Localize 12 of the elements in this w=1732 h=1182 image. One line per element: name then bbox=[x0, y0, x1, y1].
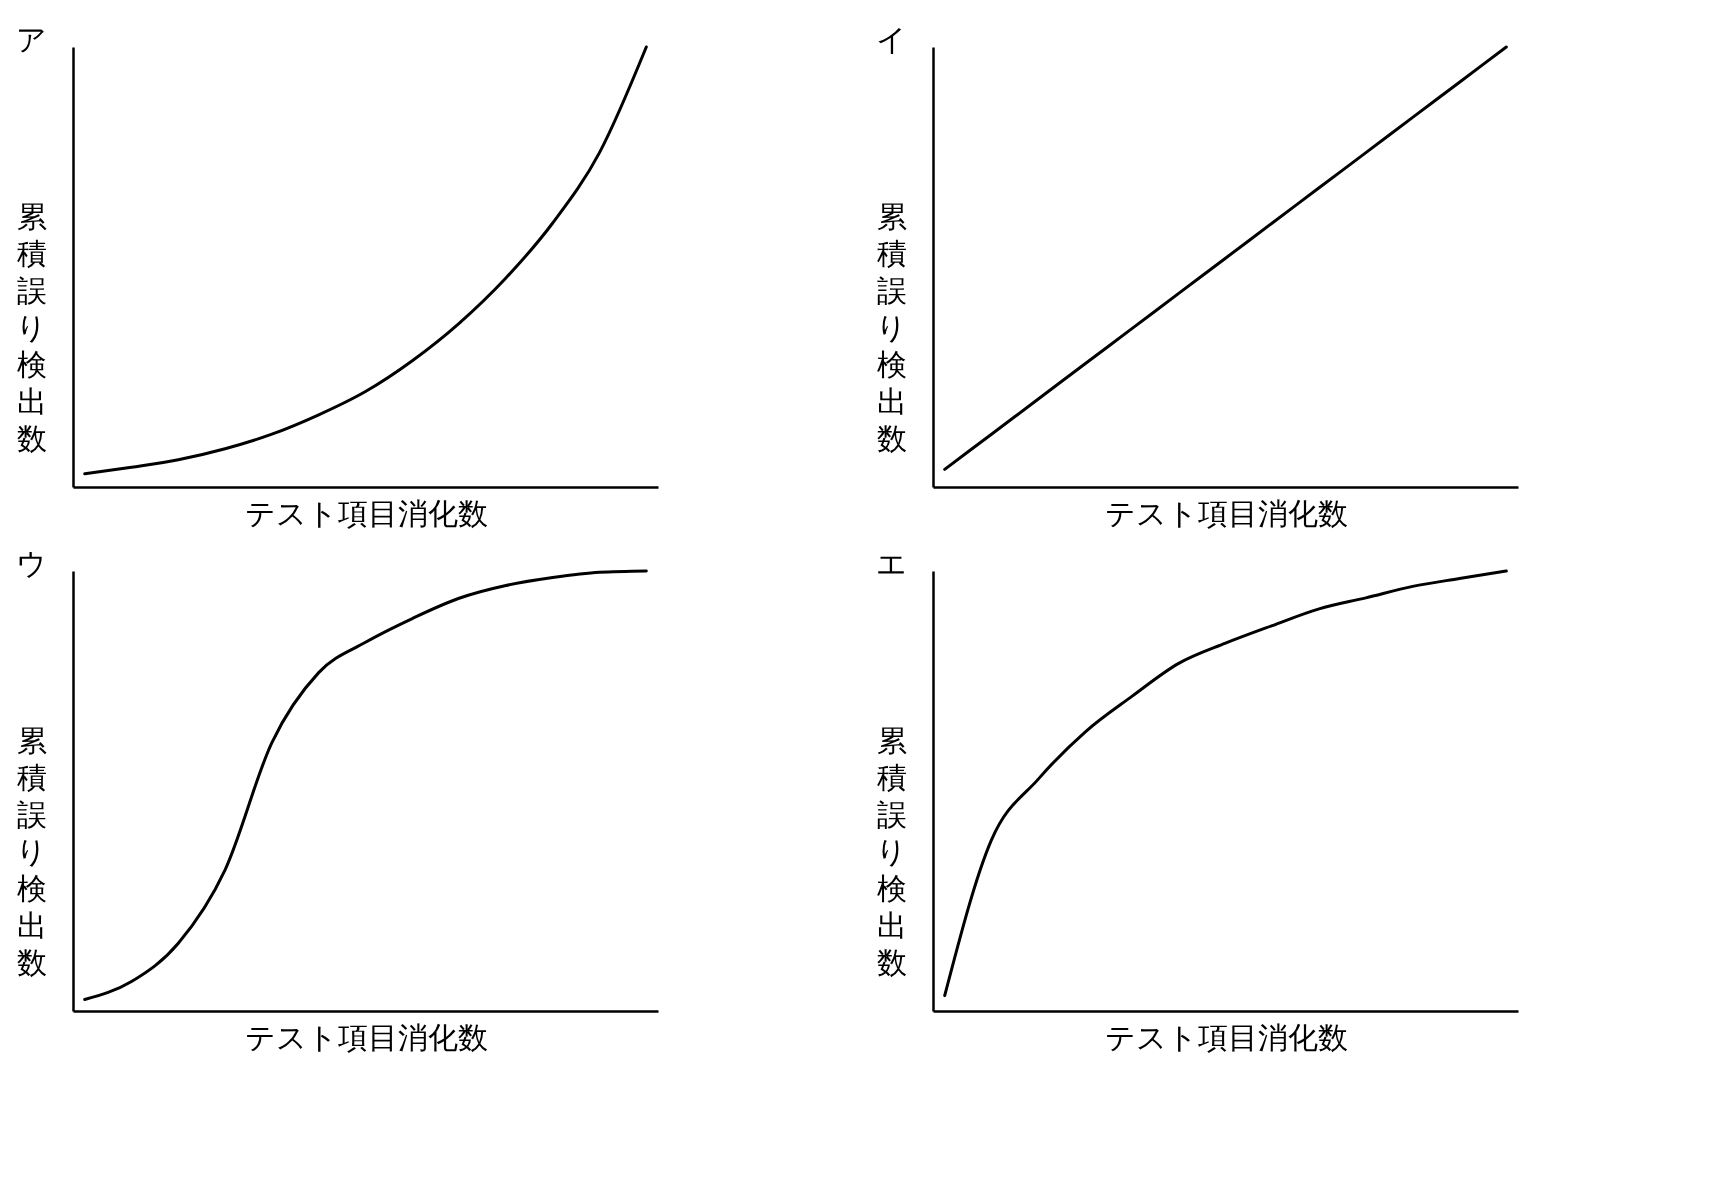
x-axis-title: テスト項目消化数 bbox=[1104, 495, 1348, 531]
y-axis-title: 累積誤り検出数 bbox=[876, 722, 907, 980]
y-axis-title: 累積誤り検出数 bbox=[16, 198, 47, 456]
chart-title: ウ bbox=[15, 545, 47, 581]
chart-title: イ bbox=[875, 21, 907, 57]
y-axis-title: 累積誤り検出数 bbox=[16, 722, 47, 980]
x-axis-title: テスト項目消化数 bbox=[1104, 1019, 1348, 1055]
chart-title: エ bbox=[875, 545, 907, 581]
y-axis-title: 累積誤り検出数 bbox=[876, 198, 907, 456]
x-axis-title: テスト項目消化数 bbox=[244, 1019, 488, 1055]
chart-title: ア bbox=[15, 21, 47, 57]
x-axis-title: テスト項目消化数 bbox=[244, 495, 488, 531]
